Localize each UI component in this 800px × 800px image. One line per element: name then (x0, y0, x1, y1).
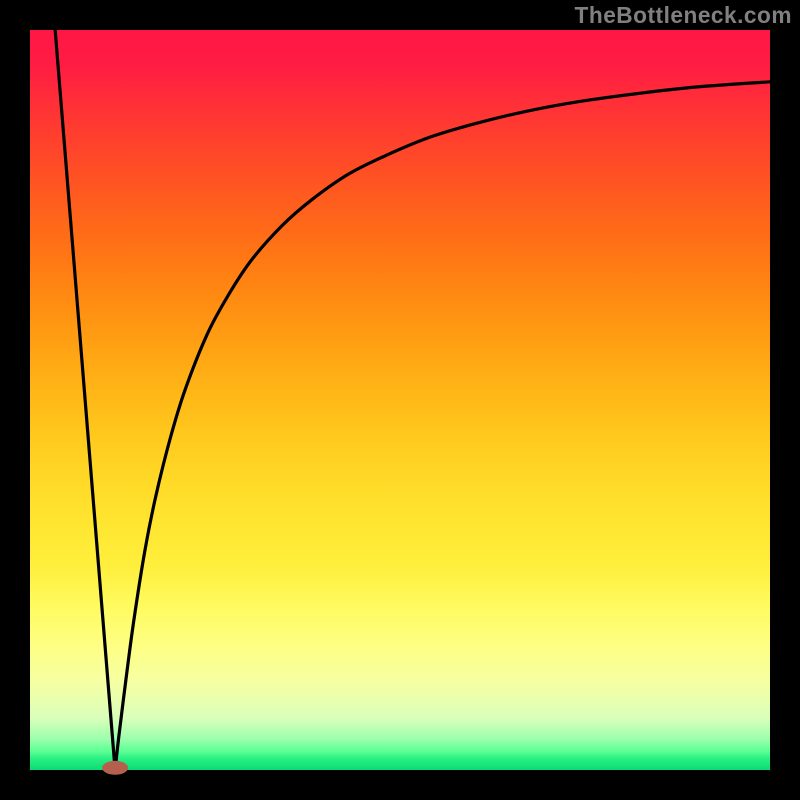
bottleneck-chart (0, 0, 800, 800)
optimal-point-marker (102, 761, 128, 775)
watermark-text: TheBottleneck.com (575, 2, 792, 29)
chart-plot-area (30, 30, 770, 770)
